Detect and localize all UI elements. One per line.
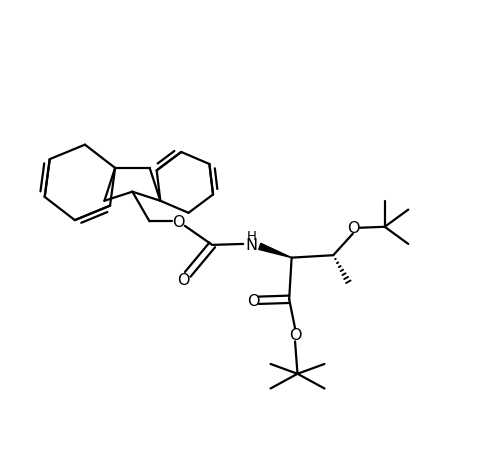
Text: O: O	[178, 272, 190, 287]
Text: O: O	[172, 214, 184, 230]
Text: H: H	[247, 230, 256, 243]
Text: O: O	[347, 221, 359, 236]
Text: O: O	[289, 327, 301, 342]
Text: N: N	[246, 238, 257, 253]
Polygon shape	[259, 244, 292, 258]
Text: O: O	[247, 293, 259, 308]
